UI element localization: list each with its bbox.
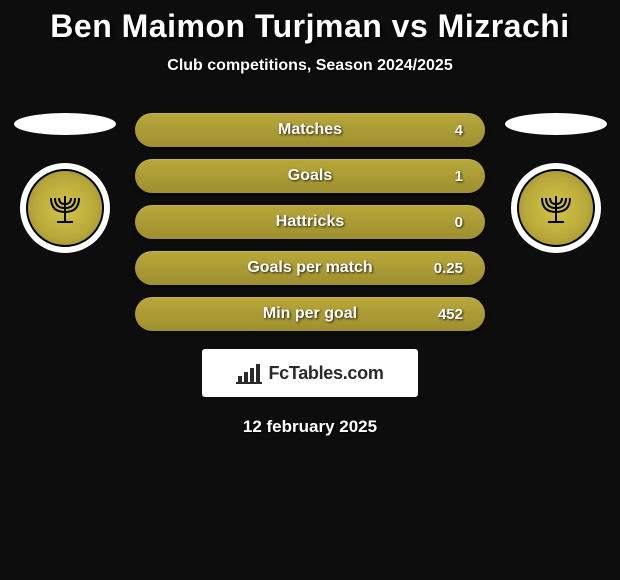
player-right-col: [503, 113, 608, 253]
subtitle: Club competitions, Season 2024/2025: [0, 57, 620, 75]
player-left-placeholder: [14, 113, 116, 135]
stat-right-value: 1: [433, 168, 463, 185]
stat-right-value: 4: [433, 122, 463, 139]
stat-row-min-per-goal: Min per goal 452: [135, 297, 485, 331]
stat-row-goals: Goals 1: [135, 159, 485, 193]
brand-chart-icon: [236, 362, 262, 384]
club-badge-left: [20, 163, 110, 253]
stats-column: Matches 4 Goals 1 Hattricks 0 Goals per …: [135, 113, 485, 331]
stat-label: Hattricks: [276, 213, 344, 231]
club-badge-right: [511, 163, 601, 253]
stat-right-value: 0: [433, 214, 463, 231]
stat-label: Goals per match: [247, 259, 372, 277]
stat-row-matches: Matches 4: [135, 113, 485, 147]
main-row: Matches 4 Goals 1 Hattricks 0 Goals per …: [0, 113, 620, 331]
player-right-placeholder: [505, 113, 607, 135]
page-title: Ben Maimon Turjman vs Mizrachi: [0, 8, 620, 45]
brand-box[interactable]: FcTables.com: [202, 349, 418, 397]
date-line: 12 february 2025: [0, 417, 620, 437]
brand-name: FcTables.com: [268, 363, 383, 384]
stat-label: Matches: [278, 121, 342, 139]
stat-label: Goals: [288, 167, 332, 185]
stat-right-value: 0.25: [433, 260, 463, 277]
stat-row-hattricks: Hattricks 0: [135, 205, 485, 239]
menorah-icon: [45, 188, 85, 228]
club-badge-right-inner: [517, 169, 595, 247]
comparison-card: Ben Maimon Turjman vs Mizrachi Club comp…: [0, 0, 620, 437]
stat-right-value: 452: [433, 306, 463, 323]
club-badge-left-inner: [26, 169, 104, 247]
player-left-col: [12, 113, 117, 253]
menorah-icon: [536, 188, 576, 228]
stat-label: Min per goal: [263, 305, 357, 323]
stat-row-goals-per-match: Goals per match 0.25: [135, 251, 485, 285]
